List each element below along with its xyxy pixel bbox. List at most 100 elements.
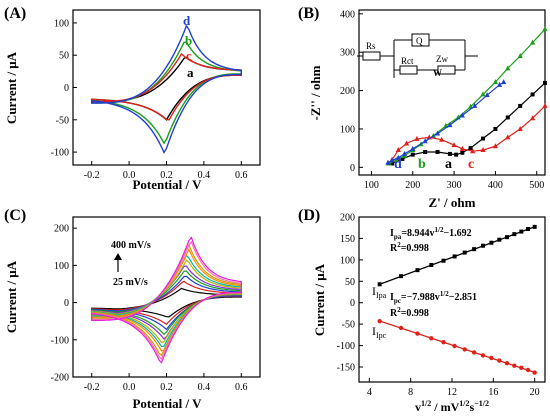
curve-label-d-b: d (394, 157, 402, 172)
x-tick-label: 0.6 (235, 170, 248, 181)
data-point-Ipa (429, 263, 434, 267)
x-tick-label: 8 (408, 387, 413, 398)
nyquist-point-a (493, 126, 498, 131)
y-tick-label: -50 (342, 320, 355, 331)
y-tick-label: 300 (340, 48, 355, 59)
panel-label-c: (C) (4, 207, 26, 224)
nyquist-point-a (400, 156, 405, 161)
scan-rate-high-label: 400 mV/s (111, 240, 151, 251)
ylabel-d: Current / μA (312, 263, 327, 336)
curve-label-d: d (183, 13, 191, 28)
nyquist-point-a (454, 152, 459, 157)
nyquist-point-b (530, 39, 536, 45)
nyquist-line-b (388, 28, 546, 165)
x-tick-label: 0.0 (123, 170, 136, 181)
data-point-Ipa (512, 232, 517, 237)
y-tick-label: 400 (340, 9, 355, 20)
y-tick-label: 200 (54, 224, 69, 235)
nyquist-point-c (517, 125, 523, 131)
panel-c: -0.2 0.0 0.2 0.4 0.6 -200 -100 0 100 200 400 mV/s… (4, 216, 261, 411)
data-point-Ipa (519, 229, 524, 234)
y-tick-label: -100 (337, 341, 355, 352)
ipa-eq-tail: −1.692 (443, 228, 471, 239)
x-tick-label: 200 (405, 180, 420, 191)
nyquist-point-b (517, 53, 523, 59)
nyquist-point-b (542, 26, 548, 32)
y-tick-label: 0 (64, 83, 69, 94)
nyquist-point-a (481, 136, 485, 141)
svg-text:Ipa=8.944v1/2−1.692: Ipa=8.944v1/2−1.692 (390, 226, 472, 241)
data-point-Ipa (399, 274, 404, 279)
nyquist-line-a (391, 82, 546, 165)
xlabel-a: Potential / V (132, 177, 202, 192)
x-tick-label: 0.2 (160, 170, 173, 181)
nyquist-point-a (468, 146, 473, 151)
data-point-Ipa (415, 268, 420, 273)
scan-rate-low-label: 25 mV/s (113, 277, 148, 288)
nyquist-point-c (459, 145, 465, 151)
data-point-Ipc (504, 360, 510, 366)
nyquist-point-b (492, 79, 498, 85)
nyquist-point-c (542, 102, 548, 108)
y-tick-label: 0 (350, 298, 355, 309)
nyquist-point-c (395, 147, 401, 153)
ylabel-c: Current / μA (4, 260, 19, 333)
data-point-Ipa (472, 247, 477, 252)
y-tick-label: 0 (350, 163, 355, 174)
circuit-label-rct: Rct (401, 56, 414, 66)
y-tick-label: 100 (54, 18, 69, 29)
curve-label-c-b: c (468, 157, 474, 172)
curve-label-b-b: b (418, 157, 426, 172)
y-tick-label: -200 (51, 373, 69, 384)
y-tick-label: 50 (345, 277, 355, 288)
series-label-ipa-text: Ipa (376, 291, 387, 300)
ipa-eq-value: 8.944v (407, 228, 435, 239)
ipa-r2-value: =0.998 (401, 243, 429, 254)
data-point-Ipc (471, 350, 477, 355)
data-point-Ipc (441, 339, 446, 345)
nyquist-point-c (505, 134, 511, 140)
nyquist-point-d (434, 130, 441, 136)
x-tick-label: 0.4 (198, 170, 211, 181)
ipc-eq-tail: −2.851 (449, 292, 477, 303)
data-point-Ipc (525, 367, 531, 373)
series-label-ipa: IIpa (372, 284, 387, 300)
nyquist-point-c (492, 143, 498, 149)
data-point-Ipa (462, 250, 467, 255)
xlabel-b: Z' / ohm (429, 195, 476, 210)
y-tick-label: -100 (51, 148, 69, 159)
nyquist-point-a (530, 92, 535, 97)
y-tick-label: 0 (64, 298, 69, 309)
x-tick-label: 0.2 (160, 382, 173, 393)
data-point-Ipa (441, 258, 446, 263)
panel-b: 100 200 300 400 500 0 100 200 300 400 Rs Q Rct Zw… (308, 9, 548, 210)
data-point-Ipc (377, 318, 382, 324)
nyquist-point-d (459, 112, 465, 118)
nyquist-point-d (385, 159, 391, 165)
increase-arrow (114, 253, 122, 272)
data-point-Ipa (526, 227, 531, 231)
data-point-Ipc (489, 355, 494, 361)
nyquist-point-c (439, 136, 445, 142)
curve-label-c: c (186, 48, 192, 63)
cv-curve-d (91, 24, 242, 155)
plot-frame-a (72, 9, 261, 166)
cv-curve-c (91, 52, 242, 121)
panel-label-b: (B) (298, 5, 319, 22)
nyquist-point-d (447, 122, 453, 128)
x-tick-label: 400 (488, 180, 503, 191)
data-point-Ipa (504, 235, 509, 240)
nyquist-point-d (395, 154, 401, 160)
nyquist-point-a (423, 149, 428, 154)
xlabel-c: Potential / V (132, 396, 202, 411)
data-point-Ipc (462, 347, 467, 352)
nyquist-point-d (389, 157, 395, 163)
cv-curve-scan-rate-6 (91, 254, 242, 348)
nyquist-point-d (484, 92, 490, 98)
ipc-eq-value: =−7.988v (401, 292, 440, 303)
y-tick-label: 50 (59, 51, 69, 62)
circuit-label-w: W (433, 68, 442, 78)
panel-a: -0.2 0.0 0.2 0.4 0.6 -100 -50 0 50 100 d b c a Po… (4, 9, 261, 192)
ylabel-a: Current / μA (4, 51, 19, 124)
